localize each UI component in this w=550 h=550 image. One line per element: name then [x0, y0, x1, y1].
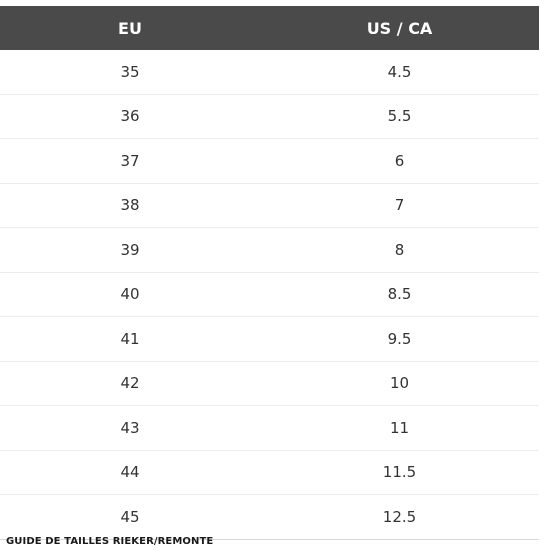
cell-us-ca-size: 8.5 [387, 285, 412, 304]
cell-us-ca-size: 10 [389, 374, 410, 393]
cell-eu-size: 39 [120, 240, 140, 259]
cell-eu-size: 36 [120, 107, 140, 126]
cell-eu-size: 45 [120, 507, 140, 526]
table-row: 39 8 [0, 228, 539, 273]
table-row: 40 8.5 [0, 273, 539, 317]
table-row: 43 11 [0, 406, 539, 451]
table-row: 35 4.5 [0, 50, 539, 95]
cell-eu-size: 40 [120, 285, 140, 304]
cell-us-ca-size: 7 [394, 196, 405, 215]
cell-us-ca-size: 5.5 [387, 107, 412, 126]
cell-us-ca-size: 12.5 [382, 507, 417, 526]
cell-us-ca-size: 8 [394, 240, 405, 259]
size-guide-caption: GUIDE DE TAILLES RIEKER/REMONTE [6, 536, 214, 547]
size-chart-table: EU US / CA 35 4.5 36 5.5 37 6 38 7 39 8 40 8.5 41 9.5… [0, 6, 539, 540]
cell-eu-size: 35 [120, 62, 140, 81]
table-row: 45 12.5 [0, 495, 539, 540]
cell-us-ca-size: 6 [394, 151, 405, 170]
table-row: 41 9.5 [0, 317, 539, 362]
cell-us-ca-size: 4.5 [387, 62, 412, 81]
cell-us-ca-size: 9.5 [387, 329, 412, 348]
header-eu: EU [118, 18, 142, 38]
table-row: 36 5.5 [0, 95, 539, 139]
table-row: 37 6 [0, 139, 539, 184]
table-row: 44 11.5 [0, 451, 539, 495]
table-row: 42 10 [0, 362, 539, 406]
cell-eu-size: 43 [120, 418, 140, 437]
cell-us-ca-size: 11 [389, 418, 410, 437]
table-body: 35 4.5 36 5.5 37 6 38 7 39 8 40 8.5 41 9.5 42 10 43 11 44 1… [0, 50, 539, 540]
cell-eu-size: 37 [120, 151, 140, 170]
cell-eu-size: 41 [120, 329, 140, 348]
header-us-ca: US / CA [366, 18, 433, 38]
table-row: 38 7 [0, 184, 539, 228]
cell-eu-size: 38 [120, 196, 140, 215]
cell-eu-size: 42 [120, 374, 140, 393]
cell-eu-size: 44 [120, 463, 140, 482]
table-header: EU US / CA [0, 6, 539, 50]
cell-us-ca-size: 11.5 [382, 463, 417, 482]
